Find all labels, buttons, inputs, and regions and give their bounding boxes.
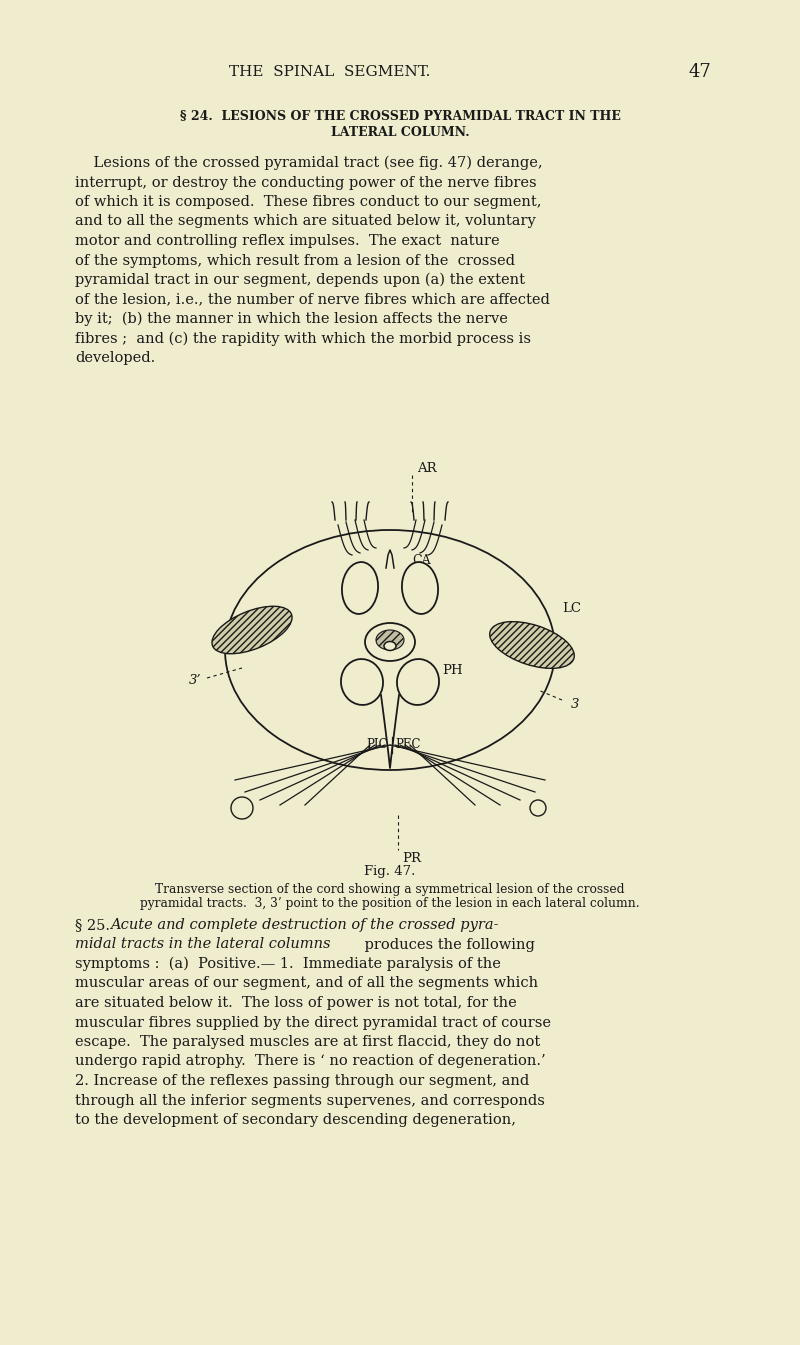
Text: midal tracts in the lateral columns: midal tracts in the lateral columns (75, 937, 330, 951)
Circle shape (231, 798, 253, 819)
Ellipse shape (376, 629, 404, 650)
Text: 3: 3 (571, 698, 579, 712)
Text: of which it is composed.  These fibres conduct to our segment,: of which it is composed. These fibres co… (75, 195, 542, 208)
Text: 2. Increase of the reflexes passing through our segment, and: 2. Increase of the reflexes passing thro… (75, 1075, 530, 1088)
Text: LC: LC (562, 601, 581, 615)
Text: PR: PR (402, 851, 421, 865)
Ellipse shape (365, 623, 415, 660)
Text: are situated below it.  The loss of power is not total, for the: are situated below it. The loss of power… (75, 997, 517, 1010)
Ellipse shape (490, 621, 574, 668)
Text: Fig. 47.: Fig. 47. (364, 865, 416, 878)
Text: escape.  The paralysed muscles are at first flaccid, they do not: escape. The paralysed muscles are at fir… (75, 1036, 540, 1049)
Text: PEC: PEC (395, 738, 421, 752)
Text: of the symptoms, which result from a lesion of the  crossed: of the symptoms, which result from a les… (75, 253, 515, 268)
Ellipse shape (342, 562, 378, 613)
Text: developed.: developed. (75, 351, 155, 364)
Text: produces the following: produces the following (360, 937, 535, 951)
Text: by it;  (b) the manner in which the lesion affects the nerve: by it; (b) the manner in which the lesio… (75, 312, 508, 327)
Text: pyramidal tracts.  3, 3’ point to the position of the lesion in each lateral col: pyramidal tracts. 3, 3’ point to the pos… (140, 897, 640, 909)
Text: PIC: PIC (366, 738, 388, 752)
Text: through all the inferior segments supervenes, and corresponds: through all the inferior segments superv… (75, 1093, 545, 1107)
Text: Acute and complete destruction of the crossed pyra-: Acute and complete destruction of the cr… (110, 919, 498, 932)
Ellipse shape (225, 530, 555, 769)
Ellipse shape (402, 562, 438, 613)
Text: LATERAL COLUMN.: LATERAL COLUMN. (330, 126, 470, 140)
Text: muscular fibres supplied by the direct pyramidal tract of course: muscular fibres supplied by the direct p… (75, 1015, 551, 1029)
Text: 3’: 3’ (189, 674, 202, 686)
Circle shape (530, 800, 546, 816)
Text: § 24.  LESIONS OF THE CROSSED PYRAMIDAL TRACT IN THE: § 24. LESIONS OF THE CROSSED PYRAMIDAL T… (179, 109, 621, 122)
Text: pyramidal tract in our segment, depends upon (a) the extent: pyramidal tract in our segment, depends … (75, 273, 525, 288)
Text: interrupt, or destroy the conducting power of the nerve fibres: interrupt, or destroy the conducting pow… (75, 175, 537, 190)
Text: fibres ;  and (c) the rapidity with which the morbid process is: fibres ; and (c) the rapidity with which… (75, 331, 531, 346)
Text: undergo rapid atrophy.  There is ‘ no reaction of degeneration.’: undergo rapid atrophy. There is ‘ no rea… (75, 1054, 546, 1068)
Text: of the lesion, i.e., the number of nerve fibres which are affected: of the lesion, i.e., the number of nerve… (75, 292, 550, 307)
Text: Transverse section of the cord showing a symmetrical lesion of the crossed: Transverse section of the cord showing a… (155, 882, 625, 896)
Text: § 25.: § 25. (75, 919, 119, 932)
Text: muscular areas of our segment, and of all the segments which: muscular areas of our segment, and of al… (75, 976, 538, 990)
Text: AR: AR (417, 461, 437, 475)
Text: THE  SPINAL  SEGMENT.: THE SPINAL SEGMENT. (230, 65, 430, 79)
Text: to the development of secondary descending degeneration,: to the development of secondary descendi… (75, 1114, 516, 1127)
Ellipse shape (384, 642, 396, 651)
Text: motor and controlling reflex impulses.  The exact  nature: motor and controlling reflex impulses. T… (75, 234, 500, 247)
Text: 47: 47 (689, 63, 711, 81)
Ellipse shape (341, 659, 383, 705)
Text: symptoms :  (a)  Positive.— 1.  Immediate paralysis of the: symptoms : (a) Positive.— 1. Immediate p… (75, 956, 501, 971)
Text: CA: CA (412, 554, 430, 566)
Ellipse shape (397, 659, 439, 705)
Text: PH: PH (442, 663, 462, 677)
Text: and to all the segments which are situated below it, voluntary: and to all the segments which are situat… (75, 214, 536, 229)
Ellipse shape (212, 607, 292, 654)
Text: Lesions of the crossed pyramidal tract (see fig. 47) derange,: Lesions of the crossed pyramidal tract (… (75, 156, 542, 171)
